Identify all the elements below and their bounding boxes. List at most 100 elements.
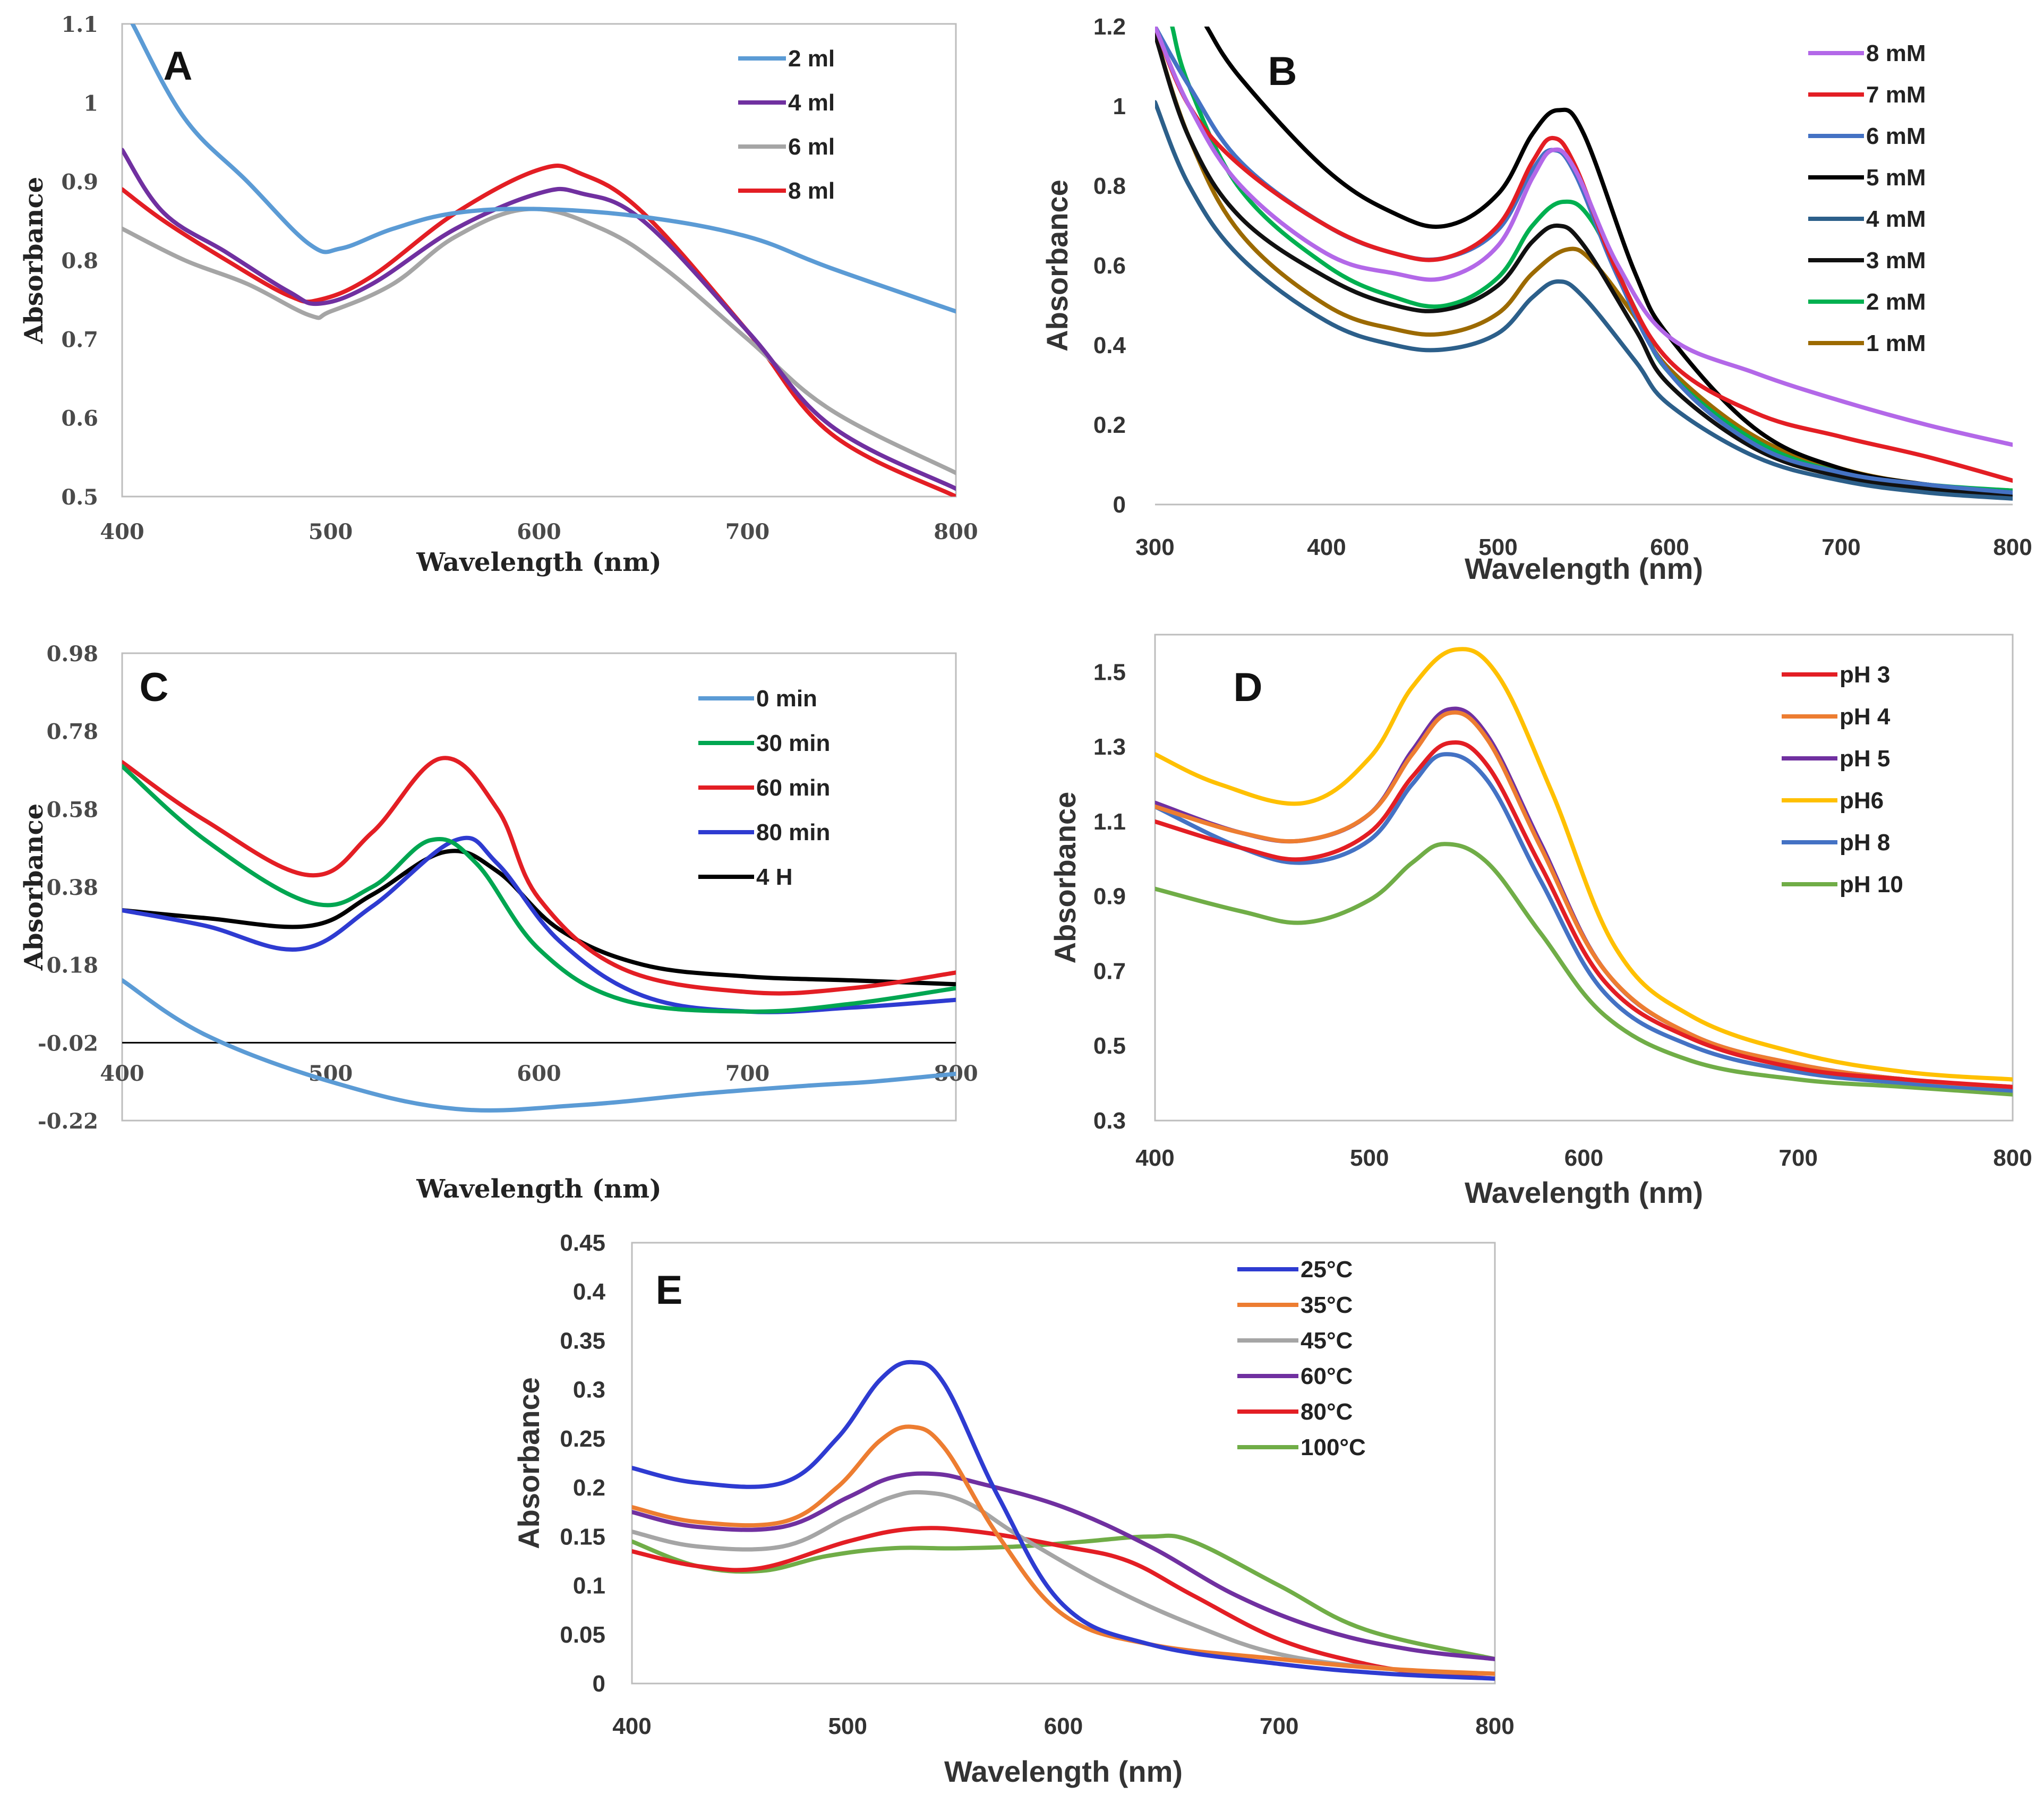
series-line-5-mm bbox=[1204, 27, 2013, 495]
x-axis-title: Wavelength (nm) bbox=[1465, 1176, 1703, 1209]
x-tick-label: 600 bbox=[517, 1061, 561, 1086]
plot-frame bbox=[121, 23, 957, 498]
legend-label: 60 min bbox=[756, 775, 830, 801]
series-line-ph-10 bbox=[1155, 842, 2013, 1097]
series-line-3-mm bbox=[1155, 32, 2013, 497]
x-tick-label: 400 bbox=[1307, 534, 1346, 560]
y-tick-label: 0.6 bbox=[61, 406, 98, 431]
y-tick-label: 0.9 bbox=[61, 170, 98, 195]
legend-label: 80°C bbox=[1301, 1399, 1353, 1425]
x-tick-label: 400 bbox=[100, 1061, 144, 1086]
series-line-ph-4 bbox=[1155, 710, 2013, 1089]
legend-label: 45°C bbox=[1301, 1328, 1353, 1354]
y-tick-label: 0.1 bbox=[573, 1573, 605, 1599]
plot-frame bbox=[631, 1242, 1496, 1685]
plot-frame bbox=[121, 652, 957, 1122]
x-axis-title: Wavelength (nm) bbox=[416, 1174, 661, 1204]
y-tick-label: 0.05 bbox=[560, 1622, 605, 1648]
x-axis-title: Wavelength (nm) bbox=[1465, 552, 1703, 585]
series-lines bbox=[122, 756, 956, 1113]
y-tick-label: 0.4 bbox=[573, 1279, 606, 1305]
y-tick-label: 0.5 bbox=[1093, 1033, 1126, 1059]
x-tick-label: 700 bbox=[1821, 534, 1860, 560]
legend-label: 4 mM bbox=[1866, 206, 1926, 232]
y-tick-label: 0.35 bbox=[560, 1328, 605, 1354]
legend-label: pH6 bbox=[1840, 788, 1884, 814]
legend-label: 6 mM bbox=[1866, 123, 1926, 149]
panel-letter: A bbox=[164, 44, 193, 89]
y-tick-label: 1.1 bbox=[1093, 809, 1126, 835]
y-tick-label: 0.98 bbox=[47, 642, 98, 666]
chart-panel-d: 400 500 600 700 800 0.3 0.5 0.7 0.9 1.1 1.3 1.5 Wave… bbox=[1048, 634, 2032, 1209]
y-tick-label: 0.25 bbox=[560, 1426, 605, 1452]
legend-label: 8 mM bbox=[1866, 40, 1926, 66]
x-tick-label: 800 bbox=[1993, 1145, 2032, 1171]
x-tick-label: 500 bbox=[309, 519, 353, 544]
series-line-45-c bbox=[632, 1490, 1495, 1676]
legend-label: 5 mM bbox=[1866, 165, 1926, 191]
y-tick-label: 0.5 bbox=[61, 485, 98, 510]
y-tick-label: 0.6 bbox=[1093, 253, 1126, 279]
legend-label: 35°C bbox=[1301, 1292, 1353, 1318]
legend-label: 0 min bbox=[756, 686, 817, 712]
x-tick-label: 700 bbox=[725, 1061, 770, 1086]
plot-frame bbox=[1154, 634, 2014, 1122]
y-axis-title: Absorbance bbox=[1048, 792, 1082, 964]
y-tick-label: 1 bbox=[1113, 93, 1126, 119]
legend-label: 8 ml bbox=[788, 178, 835, 204]
x-tick-label: 500 bbox=[828, 1713, 867, 1739]
legend: 25°C 35°C 45°C 60°C 80°C 100°C bbox=[1237, 1257, 1366, 1460]
legend-label: 30 min bbox=[756, 730, 830, 756]
series-line-4-mm bbox=[1155, 100, 2013, 501]
y-tick-label: -0.22 bbox=[38, 1109, 98, 1134]
x-tick-label: 400 bbox=[1135, 1145, 1174, 1171]
chart-panel-c: 400 500 600 700 800-0.22-0.020.180.380.580.7… bbox=[19, 642, 978, 1204]
series-line-8-mm bbox=[1155, 27, 2013, 447]
series-line-7-mm bbox=[1155, 27, 2013, 483]
legend-label: 3 mM bbox=[1866, 247, 1926, 274]
legend-label: 2 ml bbox=[788, 46, 835, 72]
y-tick-label: 0.9 bbox=[1093, 884, 1126, 910]
y-tick-label: 1.1 bbox=[61, 12, 98, 37]
series-line-8-ml bbox=[122, 164, 956, 497]
y-tick-label: 0.18 bbox=[47, 953, 98, 978]
x-axis-title: Wavelength (nm) bbox=[944, 1755, 1183, 1788]
x-tick-label: 500 bbox=[1478, 534, 1517, 560]
y-axis-title: Absorbance bbox=[1040, 180, 1074, 352]
y-tick-label: 0.7 bbox=[1093, 958, 1126, 984]
panel-letter: C bbox=[140, 665, 169, 710]
panel-letter: D bbox=[1234, 665, 1263, 710]
series-line-2-ml bbox=[130, 24, 956, 314]
legend-label: pH 8 bbox=[1840, 830, 1890, 856]
x-tick-label: 800 bbox=[934, 519, 978, 544]
y-tick-label: 0 bbox=[1113, 492, 1126, 518]
y-tick-label: 0.2 bbox=[573, 1475, 605, 1501]
y-tick-label: 0.38 bbox=[47, 875, 98, 900]
y-tick-label: 0.8 bbox=[1093, 173, 1126, 199]
x-tick-label: 300 bbox=[1135, 534, 1174, 560]
x-tick-label: 600 bbox=[517, 519, 561, 544]
legend-label: 25°C bbox=[1301, 1257, 1353, 1283]
series-line-80-c bbox=[632, 1526, 1495, 1681]
y-axis-title: Absorbance bbox=[512, 1377, 545, 1549]
y-tick-label: 0 bbox=[593, 1671, 605, 1697]
x-tick-label: 700 bbox=[1779, 1145, 1818, 1171]
legend-label: pH 10 bbox=[1840, 871, 1903, 898]
series-lines bbox=[1155, 27, 2013, 501]
y-tick-label: 0.7 bbox=[61, 327, 98, 352]
legend-label: 4 H bbox=[756, 864, 792, 890]
series-line-ph-8 bbox=[1155, 752, 2013, 1093]
series-line-35-c bbox=[632, 1424, 1495, 1676]
y-tick-label: 0.45 bbox=[560, 1230, 605, 1256]
x-tick-label: 600 bbox=[1650, 534, 1689, 560]
y-axis-title: Absorbance bbox=[19, 804, 49, 971]
y-tick-label: 0.4 bbox=[1093, 332, 1126, 358]
legend: 0 min 30 min 60 min 80 min 4 H bbox=[698, 686, 830, 890]
legend: 2 ml 4 ml 6 ml 8 ml bbox=[738, 46, 835, 204]
y-tick-label: 0.8 bbox=[61, 249, 98, 274]
y-tick-label: 1.3 bbox=[1093, 734, 1126, 760]
chart-panel-b: 300 400 500 600 700 800 0 0.2 0.4 0.6 0.8 1 1.2 Wavel… bbox=[1040, 14, 2032, 585]
x-tick-label: 600 bbox=[1564, 1145, 1603, 1171]
legend-label: 100°C bbox=[1301, 1434, 1366, 1460]
